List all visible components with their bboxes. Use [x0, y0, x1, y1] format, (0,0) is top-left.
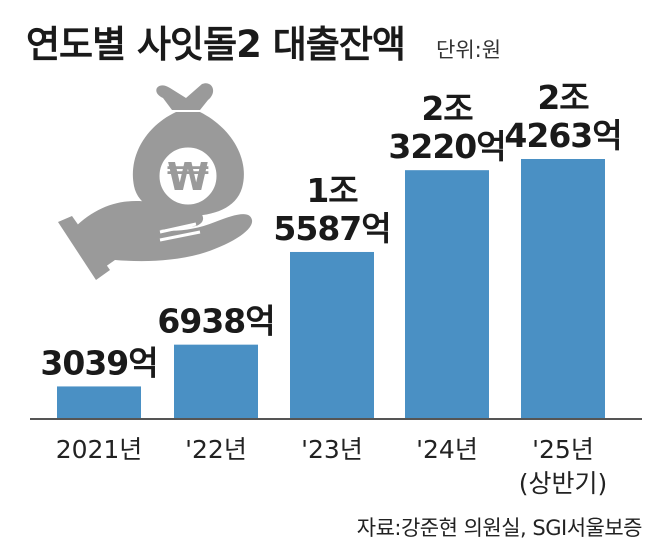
category-label-1: 2021년 [56, 435, 143, 464]
data-label-1-1: 3039억 [40, 343, 157, 382]
category-label-2: '22년 [185, 435, 247, 464]
data-label-2-1: 6938억 [157, 302, 274, 341]
data-label-4-1: 2조 [421, 89, 473, 128]
category-note-5: (상반기) [519, 469, 608, 498]
chart-title: 연도별 사잇돌2 대출잔액 [26, 23, 406, 66]
data-label-3-2: 5587억 [273, 209, 390, 248]
category-label-5: '25년 [532, 435, 594, 464]
won-symbol-text: ₩ [167, 155, 209, 199]
data-label-3-1: 1조 [306, 171, 358, 210]
data-label-4-2: 3220억 [388, 127, 505, 166]
money-bag-hand-icon [58, 83, 253, 280]
bar-3 [290, 251, 374, 419]
hand-finger-lines [159, 222, 201, 242]
bar-5 [521, 159, 605, 419]
won-symbol: ₩ [156, 144, 220, 208]
category-label-3: '23년 [301, 435, 363, 464]
source-note: 자료:강준현 의원실, SGI서울보증 [356, 516, 643, 540]
data-label-5-2: 4263억 [504, 116, 621, 155]
data-label-5-1: 2조 [537, 78, 589, 117]
unit-label: 단위:원 [436, 38, 502, 62]
bar-1 [57, 386, 141, 419]
category-label-4: '24년 [416, 435, 478, 464]
bar-4 [405, 170, 489, 419]
bar-2 [174, 344, 258, 419]
